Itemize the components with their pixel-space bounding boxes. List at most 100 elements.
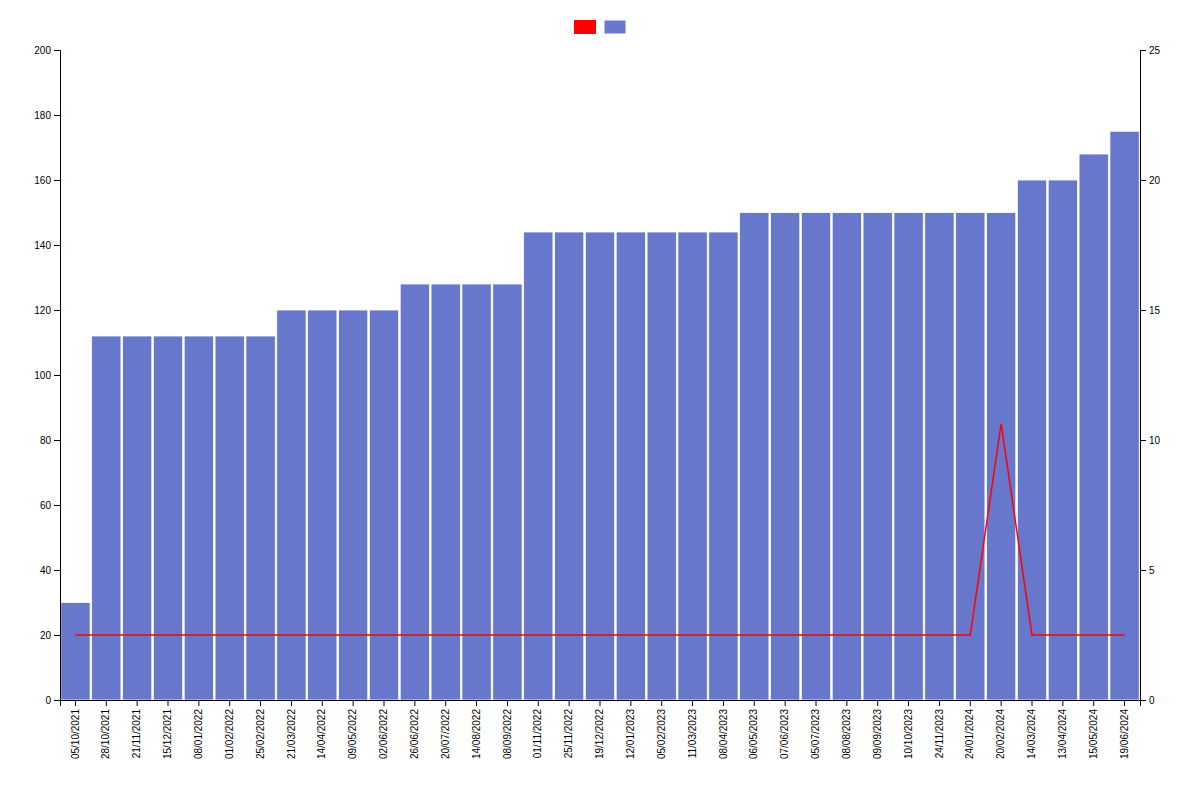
tick-label: 05/02/2023 — [656, 709, 667, 759]
tick-mark — [507, 700, 508, 706]
tick-label: 140 — [34, 240, 51, 251]
tick-label: 08/08/2023 — [841, 709, 852, 759]
tick-label: 11/03/2023 — [687, 709, 698, 759]
tick-mark — [106, 700, 107, 706]
tick-label: 24/11/2023 — [934, 709, 945, 759]
tick: 140 — [34, 240, 60, 251]
tick-label: 12/01/2023 — [625, 709, 636, 759]
bar — [61, 603, 90, 701]
tick: 0 — [1140, 695, 1155, 706]
bar — [400, 284, 429, 700]
tick: 13/04/2024 — [1057, 700, 1068, 759]
bar — [1110, 131, 1139, 700]
tick: 01/11/2022 — [532, 700, 543, 758]
tick-label: 60 — [40, 500, 52, 511]
bar — [277, 310, 306, 700]
tick: 08/04/2023 — [718, 700, 729, 759]
tick-label: 08/04/2023 — [718, 709, 729, 759]
tick: 15/12/2021 — [162, 700, 173, 759]
tick-label: 0 — [45, 695, 51, 706]
tick: 120 — [34, 305, 60, 316]
tick: 100 — [34, 370, 60, 381]
tick-label: 05/07/2023 — [810, 709, 821, 759]
tick: 09/09/2023 — [872, 700, 883, 759]
x-axis: 05/10/202128/10/202121/11/202115/12/2021… — [61, 700, 1141, 759]
tick-label: 26/06/2022 — [409, 709, 420, 759]
tick-mark — [600, 700, 601, 706]
axis-line — [1141, 51, 1147, 701]
tick: 20 — [1140, 175, 1161, 186]
bar — [92, 336, 121, 700]
tick-label: 19/06/2024 — [1119, 709, 1130, 759]
tick: 24/11/2023 — [934, 700, 945, 758]
legend — [574, 20, 626, 34]
tick-label: 07/06/2023 — [779, 709, 790, 759]
tick-mark — [137, 700, 138, 706]
tick: 19/12/2022 — [594, 700, 605, 759]
tick-mark — [661, 700, 662, 706]
tick-label: 08/01/2022 — [193, 709, 204, 759]
tick-label: 80 — [40, 435, 52, 446]
tick-label: 0 — [1149, 695, 1155, 706]
bar — [554, 232, 583, 700]
tick-label: 25/11/2022 — [563, 709, 574, 759]
tick: 25/02/2022 — [255, 700, 266, 759]
bar — [585, 232, 614, 700]
tick-mark — [291, 700, 292, 706]
bar — [462, 284, 491, 700]
tick-mark — [54, 505, 60, 506]
marks — [61, 131, 1139, 700]
tick-mark — [54, 310, 60, 311]
bar — [925, 213, 954, 701]
tick: 200 — [34, 45, 60, 56]
tick: 28/10/2021 — [100, 700, 111, 759]
tick-label: 25 — [1149, 45, 1161, 56]
tick-mark — [754, 700, 755, 706]
tick: 07/06/2023 — [779, 700, 790, 759]
tick-mark — [476, 700, 477, 706]
tick-label: 40 — [40, 565, 52, 576]
tick-mark — [75, 700, 76, 706]
tick: 26/06/2022 — [409, 700, 420, 759]
y2-axis: 0510152025 — [1140, 45, 1161, 706]
tick: 05/02/2023 — [656, 700, 667, 759]
tick-label: 09/09/2023 — [872, 709, 883, 759]
tick-mark — [1140, 700, 1146, 701]
tick-label: 24/01/2024 — [964, 709, 975, 759]
tick-mark — [939, 700, 940, 706]
tick: 20/02/2024 — [995, 700, 1006, 759]
tick-label: 09/05/2022 — [347, 709, 358, 759]
tick-mark — [168, 700, 169, 706]
tick-mark — [908, 700, 909, 706]
tick: 21/11/2021 — [131, 700, 142, 758]
tick-mark — [229, 700, 230, 706]
bar — [740, 213, 769, 701]
tick-mark — [54, 180, 60, 181]
tick-label: 25/02/2022 — [255, 709, 266, 759]
tick: 02/06/2022 — [378, 700, 389, 759]
tick-mark — [1062, 700, 1063, 706]
tick-mark — [1140, 310, 1146, 311]
bar — [431, 284, 460, 700]
tick: 160 — [34, 175, 60, 186]
tick-mark — [538, 700, 539, 706]
tick-label: 20 — [1149, 175, 1161, 186]
tick-label: 21/11/2021 — [131, 709, 142, 759]
tick-label: 28/10/2021 — [100, 709, 111, 759]
tick-label: 01/11/2022 — [532, 709, 543, 759]
tick-mark — [1140, 180, 1146, 181]
tick: 180 — [34, 110, 60, 121]
tick: 14/04/2022 — [316, 700, 327, 759]
tick: 14/08/2022 — [471, 700, 482, 759]
bar — [832, 213, 861, 701]
tick-label: 200 — [34, 45, 51, 56]
tick-label: 20/02/2024 — [995, 709, 1006, 759]
tick-label: 100 — [34, 370, 51, 381]
y-axis: 020406080100120140160180200 — [34, 45, 60, 706]
tick-label: 10 — [1149, 435, 1161, 446]
tick-label: 5 — [1149, 565, 1155, 576]
tick-mark — [260, 700, 261, 706]
tick-label: 08/09/2022 — [502, 709, 513, 759]
tick: 21/03/2022 — [286, 700, 297, 759]
bar — [678, 232, 707, 700]
